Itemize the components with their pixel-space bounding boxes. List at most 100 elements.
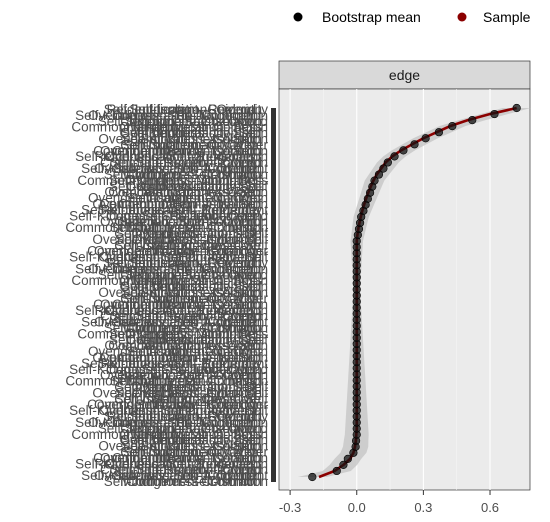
y-axis-label: Commonhumanity--Isolation xyxy=(93,450,262,465)
y-axis-label: Overidentification--Isolation xyxy=(104,185,268,200)
y-axis-label: Self-Isolation--Overid xyxy=(129,102,256,117)
y-axis-label: Reidentification--Reidentity xyxy=(107,409,269,424)
y-axis-label: Common--Reidentification xyxy=(106,362,262,377)
y-axis-label: Self-Judgement--Common xyxy=(110,220,268,235)
y-axis-label: Mindfulness--Common xyxy=(126,220,262,235)
legend-key-bootstrap-mean xyxy=(293,12,303,22)
y-axis-label: Overidentification--Self xyxy=(125,326,262,341)
y-axis-label: Reidentification--Reidentity xyxy=(107,256,269,271)
y-axis-label: Self-Kindness--Common xyxy=(109,326,256,341)
y-axis-label: Commonhumanity--Mindfulness xyxy=(71,273,262,288)
y-axis-label: Self-Judgement--Overid xyxy=(113,468,256,483)
facet-strip-background xyxy=(278,60,531,90)
y-axis-label: Reidentification--Reidentity xyxy=(95,303,257,318)
bootstrap-point xyxy=(421,134,430,143)
bootstrap-point xyxy=(374,170,384,179)
y-axis-label: Self-Judgement--Common xyxy=(98,356,256,371)
x-tick-label: -0.3 xyxy=(279,500,301,515)
y-axis-label: Self-Kindness--Self-Judgement xyxy=(75,415,262,430)
x-axis: -0.3 0.0 0.3 0.6 xyxy=(279,490,499,515)
y-axis-label: Self-Isolation--Common xyxy=(126,344,268,359)
y-axis-label: Self-Judgement--Over xyxy=(123,444,256,459)
y-axis-label: Self-Kindness--Common xyxy=(121,285,268,300)
y-axis-label: Mindfulness--Common xyxy=(126,374,262,389)
y-axis-label: Self-Kindness--Self-Judgement xyxy=(81,356,268,371)
y-axis-label: Overidentification--Self xyxy=(119,120,256,135)
y-axis-label: Overidentification--Isolation xyxy=(98,403,262,418)
y-axis-label: Common--Self-Isolation xyxy=(120,421,262,436)
y-axis-label: Overidentification--Common xyxy=(88,108,256,123)
y-axis-label: Self-Isolation--Overid xyxy=(135,462,262,477)
y-axis-label: Overidentification--Common xyxy=(100,214,268,229)
y-axis-label: Mindfulness--Common xyxy=(120,167,256,182)
y-axis-label: Overidentification--Isolation xyxy=(98,439,262,454)
y-axis-label: Commonhumanity--Over xyxy=(120,137,268,152)
y-axis-label: Reidentification--Reidentity xyxy=(107,102,269,117)
y-axis-label: Self-Judgement--Over xyxy=(135,397,268,412)
y-axis-label: Self-Kindness--Self-Judgement xyxy=(69,250,256,265)
y-axis-labels: Reidentification--ReidentitySelf-Judgeme… xyxy=(65,102,268,489)
y-axis-label: Self-Kindness--Self xyxy=(146,185,262,200)
y-axis-label: Self-Judgement--Overid xyxy=(125,421,268,436)
facet-strip: edge xyxy=(278,60,531,90)
y-axis-label: Overidentification--Self xyxy=(119,433,256,448)
legend-label-sample: Sample xyxy=(483,9,531,25)
y-axis-label: Self-Isolation--Common xyxy=(120,291,262,306)
y-axis-label: Overidentification--Common xyxy=(100,450,268,465)
y-axis-label: Reidentification--Reidentity xyxy=(95,456,257,471)
y-axis-label: Self-Kindness--Self xyxy=(152,238,268,253)
y-axis-label: Self-Isolation--Overid xyxy=(135,155,262,170)
y-axis-label: Self-Judgement--Common xyxy=(98,267,256,282)
y-axis-label: Self-Isolation--Common xyxy=(120,137,262,152)
y-axis-label: Self-Isolation--Overid xyxy=(141,362,268,377)
y-axis-label: Self-Judgement--Common xyxy=(110,462,268,477)
y-axis-label: Overidentification--Common xyxy=(94,397,262,412)
y-axis-label: Overidentification--Common xyxy=(88,191,256,206)
y-axis-label: Mindfulness--Common xyxy=(120,474,256,489)
y-axis-label: Common--Reidentification xyxy=(100,155,256,170)
y-axis-label: Common--Self-Isolation xyxy=(126,167,268,182)
x-tick-label: 0.0 xyxy=(348,500,366,515)
y-axis-label: Self-Kindness--Common xyxy=(121,132,268,147)
y-axis-label: Overidentification--Isolation xyxy=(104,149,268,164)
bootstrap-point xyxy=(339,460,348,470)
y-axis-label: Overidentification--Isolation xyxy=(92,232,256,247)
y-axis-label: CommonHumanity--Self xyxy=(118,196,262,211)
y-axis-label: Overidentification--Isolation xyxy=(98,250,262,265)
y-axis-label: Mindfulness--Common xyxy=(120,320,256,335)
y-axis-label: Overidentification--Self xyxy=(131,232,268,247)
y-axis-label: Common--Reidentification xyxy=(112,108,268,123)
y-axis-label: Mindfulness--Common xyxy=(132,427,268,442)
y-axis-label: Commonhumanity--Mindfulness xyxy=(77,326,268,341)
y-axis-label: Overidentification--Common xyxy=(88,415,256,430)
y-axis-label: Commonhumanity--Mindfulness xyxy=(71,120,262,135)
y-axis-label: Commonhumanity--Mindfulness xyxy=(65,220,256,235)
y-axis-label: Overidentification--Self xyxy=(119,279,256,294)
bootstrap-point xyxy=(410,140,419,149)
y-axis-label: Commonhumanity--Self xyxy=(126,179,268,194)
y-axis-label: Commonhumanity--Isolation xyxy=(99,350,268,365)
y-axis-label: CommonHumanity--Self xyxy=(124,250,268,265)
y-axis-label: Self-Kindness--Common xyxy=(115,232,262,247)
y-axis-label: Self-Kindness--Self-Judgement xyxy=(81,161,268,176)
y-axis-label: Self-Judgement--Common xyxy=(104,409,262,424)
y-axis-label: Overidentification--Isolation xyxy=(92,385,256,400)
legend-label-bootstrap-mean: Bootstrap mean xyxy=(322,9,421,25)
y-axis-label: Commonhumanity--Self xyxy=(114,226,256,241)
y-axis-label: Self-Isolation--Overid xyxy=(135,309,262,324)
y-axis-label: Reidentification--Reidentity xyxy=(101,356,263,371)
y-axis-label: Reidentification--Reidentity xyxy=(101,202,263,217)
bootstrap-point xyxy=(490,109,499,119)
y-axis-label: Self-Kindness--Common xyxy=(121,439,268,454)
y-axis-label: Overidentification--Self xyxy=(131,226,268,241)
facet-strip-label: edge xyxy=(389,67,420,83)
y-axis-label: Overidentification--Isolation xyxy=(98,132,262,147)
y-axis-label: CommonHumanity--Self xyxy=(112,297,256,312)
y-axis-label: Self-Isolation--Common xyxy=(120,444,262,459)
y-axis-label: Commonhumanity--Over xyxy=(120,444,268,459)
y-axis-label: Common--Reidentification xyxy=(112,415,268,430)
y-axis-label: Self-Judgement--Common xyxy=(104,167,262,182)
y-axis-label: Common--Self-Isolation xyxy=(120,114,262,129)
y-axis-label: Overidentification--Common xyxy=(100,297,268,312)
